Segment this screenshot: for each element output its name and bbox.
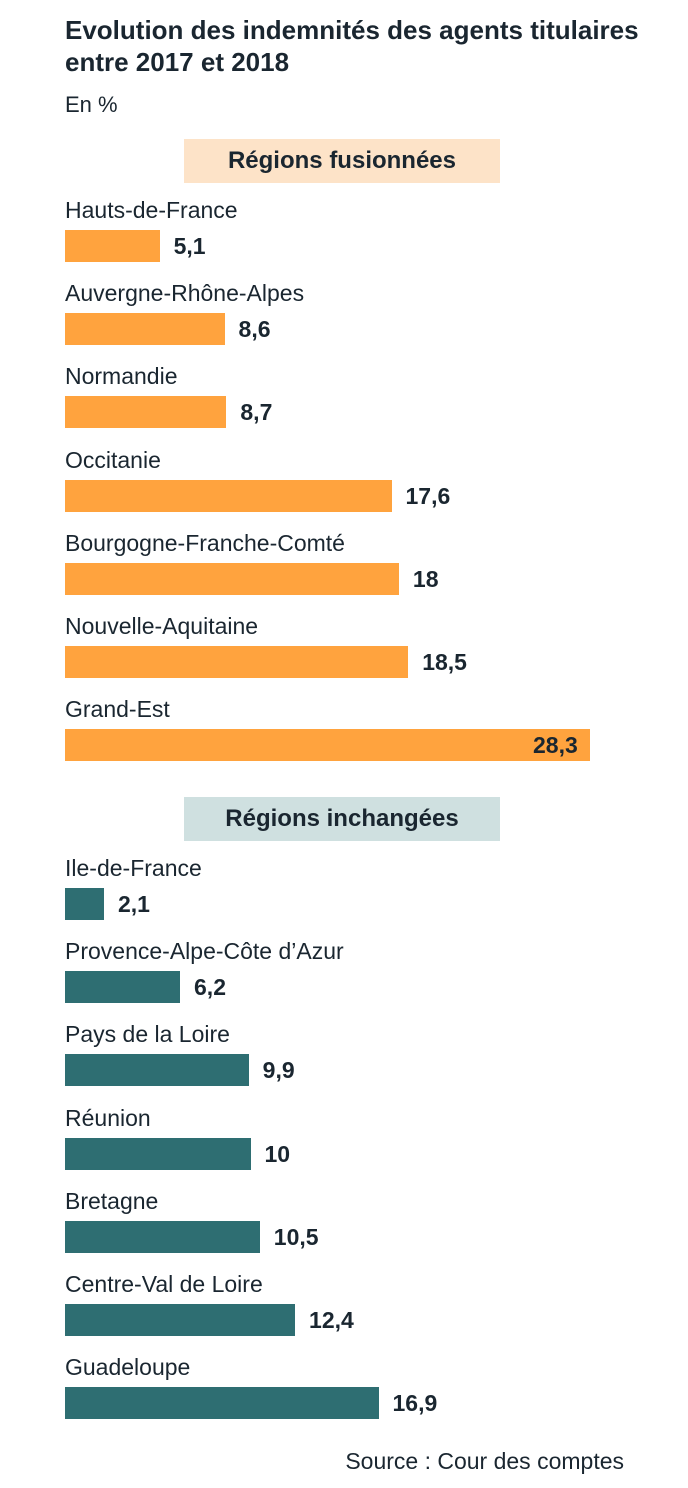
- data-label: 8,6: [238, 316, 271, 343]
- data-label: 16,9: [392, 1390, 438, 1417]
- bar: [65, 646, 409, 678]
- data-label: 10,5: [273, 1223, 319, 1250]
- data-label: 2,1: [117, 891, 150, 917]
- bar: [65, 1220, 260, 1253]
- category-label: Centre-Val de Loire: [65, 1271, 263, 1297]
- category-label: Hauts-de-France: [65, 197, 238, 223]
- data-label: 10: [264, 1140, 291, 1167]
- category-label: Réunion: [65, 1104, 151, 1131]
- data-label: 6,2: [194, 974, 226, 1001]
- data-label: 8,7: [240, 399, 273, 426]
- bar: [65, 1054, 249, 1087]
- category-label: Bretagne: [65, 1187, 159, 1214]
- data-label: 12,4: [309, 1307, 354, 1333]
- section-header: Régions fusionnées: [184, 139, 500, 183]
- data-label: 9,9: [262, 1057, 295, 1084]
- source-note: Source : Cour des comptes: [345, 1448, 624, 1474]
- category-label: Guadeloupe: [65, 1354, 191, 1381]
- bar: [65, 562, 399, 595]
- data-label: 18: [412, 565, 439, 592]
- category-label: Pays de la Loire: [65, 1021, 230, 1048]
- data-label: 18,5: [422, 649, 467, 675]
- category-label: Grand-Est: [65, 696, 170, 723]
- bar: [65, 729, 590, 762]
- category-label: Provence-Alpe-Côte d’Azur: [65, 938, 344, 965]
- bar: [65, 1304, 296, 1336]
- bar: [65, 971, 181, 1004]
- bar: [65, 313, 225, 346]
- bar: [65, 1387, 379, 1420]
- bar: [65, 396, 227, 429]
- bar: [65, 479, 392, 512]
- data-label: 5,1: [173, 233, 206, 259]
- unit-label: En %: [65, 92, 118, 117]
- category-label: Normandie: [65, 363, 178, 390]
- bar: [65, 888, 104, 920]
- category-label: Ile-de-France: [65, 855, 202, 881]
- data-label: 17,6: [405, 482, 451, 509]
- category-label: Auvergne-Rhône-Alpes: [65, 280, 305, 307]
- bar: [65, 1137, 251, 1170]
- data-label: 28,3: [533, 732, 578, 759]
- chart-title: Evolution des indemnités des agents titu…: [65, 15, 639, 77]
- bar: [65, 230, 160, 262]
- category-label: Occitanie: [65, 446, 161, 473]
- section-header: Régions inchangées: [184, 797, 500, 841]
- category-label: Bourgogne-Franche-Comté: [65, 529, 345, 556]
- category-label: Nouvelle-Aquitaine: [65, 613, 259, 639]
